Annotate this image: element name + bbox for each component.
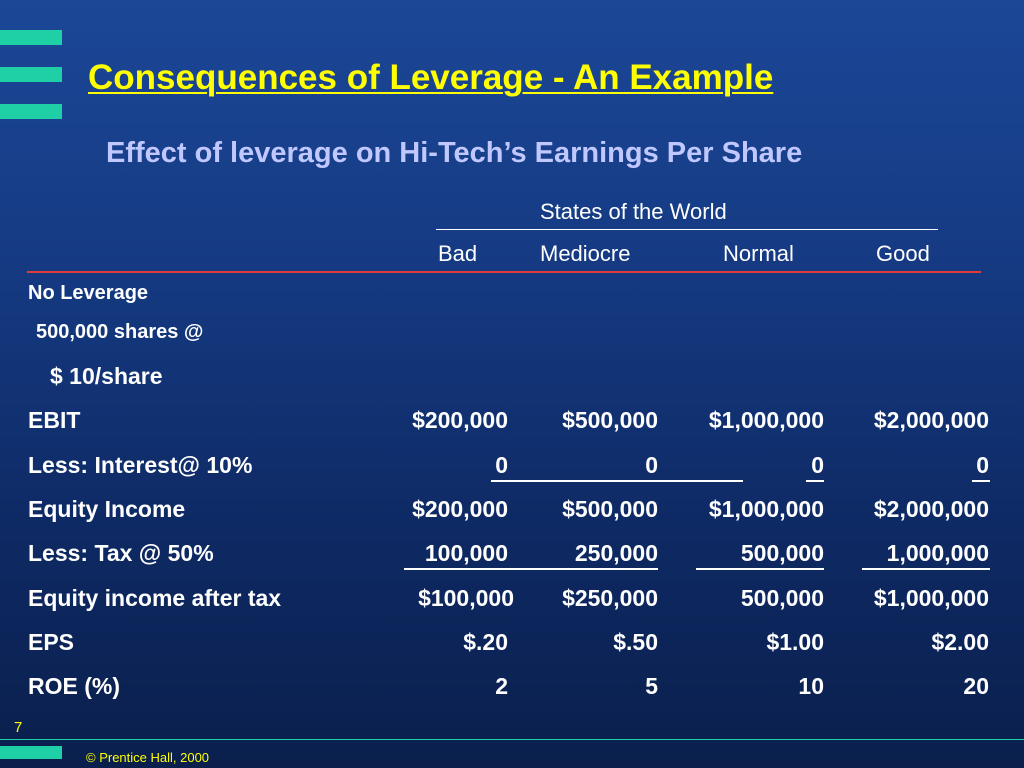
footer-divider [0,739,1024,740]
cell-after-tax-mediocre: $250,000 [562,585,658,611]
cell-roe-normal: 10 [798,673,824,699]
tax-underline-good [862,568,990,570]
cell-after-tax-bad: $100,000 [418,585,514,611]
interest-underline-normal [806,480,824,482]
col-header-mediocre: Mediocre [540,241,631,266]
slide-subtitle: Effect of leverage on Hi-Tech’s Earnings… [106,137,803,169]
interest-underline-left [491,480,743,482]
cell-equity-income-good: $2,000,000 [873,496,989,522]
row-label-eps: EPS [28,629,75,655]
accent-bar-1 [0,30,62,45]
cell-tax-bad: 100,000 [424,540,508,566]
tax-underline-left [404,568,658,570]
cell-interest-normal: 0 [811,452,824,478]
accent-bar-3 [0,104,62,119]
cell-tax-mediocre: 250,000 [574,540,658,566]
cell-after-tax-good: $1,000,000 [873,585,989,611]
cell-ebit-mediocre: $500,000 [562,407,658,433]
cell-interest-mediocre: 0 [645,452,658,478]
cell-equity-income-bad: $200,000 [412,496,508,522]
cell-ebit-good: $2,000,000 [873,407,989,433]
col-header-normal: Normal [723,241,794,266]
accent-bar-2 [0,67,62,82]
interest-underline-good [972,480,990,482]
slide-number: 7 [14,719,23,736]
cell-roe-bad: 2 [495,673,508,699]
group-header-rule [436,229,938,230]
cell-roe-good: 20 [963,673,989,699]
cell-eps-bad: $.20 [463,629,508,655]
row-label-interest: Less: Interest@ 10% [28,452,253,478]
col-header-bad: Bad [438,241,478,266]
price-label: $ 10/share [50,363,163,389]
cell-eps-mediocre: $.50 [613,629,658,655]
cell-ebit-normal: $1,000,000 [708,407,824,433]
cell-tax-good: 1,000,000 [886,540,989,566]
states-of-world-header: States of the World [540,199,727,224]
footer-accent-bar [0,746,62,759]
cell-ebit-bad: $200,000 [412,407,508,433]
cell-equity-income-normal: $1,000,000 [708,496,824,522]
cell-eps-normal: $1.00 [766,629,824,655]
row-label-roe: ROE (%) [28,673,120,699]
cell-equity-income-mediocre: $500,000 [562,496,658,522]
row-label-income-after-tax: Equity income after tax [28,585,282,611]
cell-interest-bad: 0 [495,452,508,478]
copyright-text: © Prentice Hall, 2000 [86,750,210,765]
cell-tax-normal: 500,000 [740,540,824,566]
tax-underline-normal [696,568,824,570]
row-label-tax: Less: Tax @ 50% [28,540,214,566]
shares-label: 500,000 shares @ [36,321,204,343]
cell-after-tax-normal: 500,000 [740,585,824,611]
cell-roe-mediocre: 5 [645,673,658,699]
row-label-ebit: EBIT [28,407,81,433]
header-rule [27,271,981,273]
cell-interest-good: 0 [976,452,989,478]
row-label-equity-income: Equity Income [28,496,186,522]
cell-eps-good: $2.00 [931,629,989,655]
col-header-good: Good [876,241,930,266]
slide-title: Consequences of Leverage - An Example [88,58,774,97]
section-label: No Leverage [28,282,149,304]
